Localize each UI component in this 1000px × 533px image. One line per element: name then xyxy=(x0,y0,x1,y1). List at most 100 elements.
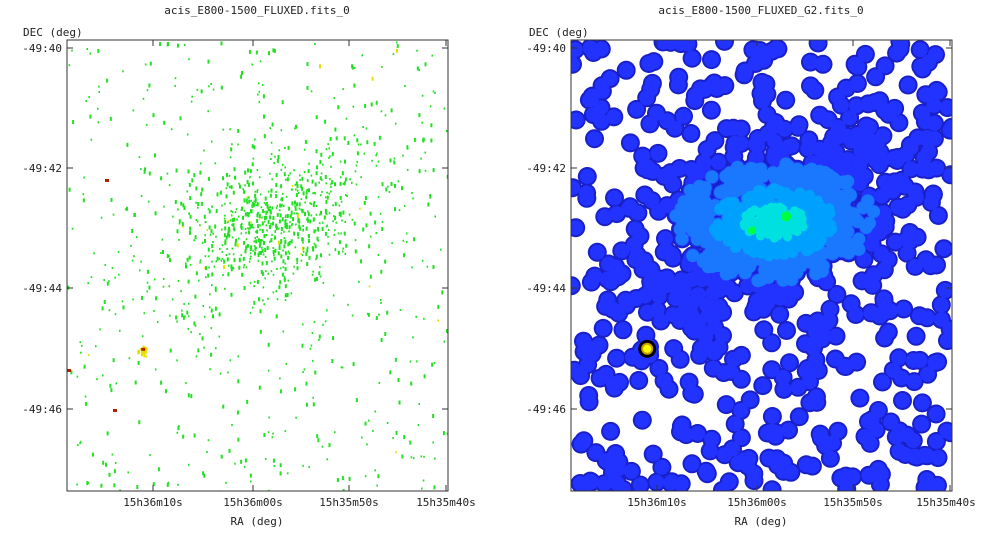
smoothed-blob xyxy=(663,165,679,181)
event-pixel xyxy=(402,154,404,157)
event-pixel xyxy=(429,194,432,199)
event-pixel xyxy=(325,196,327,199)
event-pixel xyxy=(309,347,312,350)
event-pixel xyxy=(223,259,226,264)
event-pixel xyxy=(228,253,231,256)
event-pixel xyxy=(131,259,134,262)
smoothed-blob xyxy=(606,109,622,125)
event-pixel xyxy=(266,204,269,209)
event-pixel xyxy=(314,277,317,282)
event-pixel xyxy=(139,348,142,351)
event-pixel xyxy=(351,314,354,317)
smoothed-blob xyxy=(845,469,861,485)
smoothed-blob xyxy=(940,333,952,349)
smoothed-blob xyxy=(645,446,661,462)
smoothed-blob xyxy=(589,244,605,260)
event-pixel xyxy=(302,464,304,467)
event-pixel xyxy=(207,110,209,113)
event-pixel xyxy=(434,457,436,460)
event-pixel xyxy=(432,414,435,418)
event-pixel xyxy=(258,82,260,85)
event-pixel xyxy=(193,173,196,178)
event-pixel xyxy=(318,222,321,225)
smoothed-mid xyxy=(867,205,881,219)
event-pixel xyxy=(343,181,346,186)
event-pixel xyxy=(72,120,75,124)
event-pixel xyxy=(215,260,217,263)
event-pixel xyxy=(275,223,278,228)
smoothed-blob xyxy=(914,105,930,121)
smoothed-blob xyxy=(880,252,896,268)
event-pixel xyxy=(327,143,329,146)
event-pixel xyxy=(146,281,149,284)
event-pixel xyxy=(230,147,233,152)
event-pixel xyxy=(367,312,370,317)
smoothed-blob xyxy=(820,112,836,128)
event-pixel xyxy=(332,220,334,223)
event-pixel xyxy=(223,265,226,269)
event-pixel xyxy=(334,216,336,221)
event-pixel xyxy=(162,277,165,280)
smoothed-blob xyxy=(902,225,918,240)
event-pixel xyxy=(237,379,240,384)
event-pixel xyxy=(356,160,359,163)
smoothed-blob xyxy=(918,252,934,268)
event-pixel xyxy=(319,275,322,278)
event-pixel xyxy=(424,169,427,172)
event-pixel xyxy=(418,69,421,71)
event-pixel xyxy=(339,211,342,216)
event-pixel xyxy=(148,83,151,88)
event-pixel xyxy=(363,200,366,205)
event-pixel xyxy=(252,181,254,186)
event-pixel xyxy=(212,88,215,91)
smoothed-blob xyxy=(905,433,921,449)
event-pixel xyxy=(370,102,373,107)
event-pixel xyxy=(237,143,239,146)
event-pixel xyxy=(311,359,314,362)
event-pixel xyxy=(309,219,312,224)
smoothed-blob xyxy=(748,299,764,315)
event-pixel xyxy=(220,259,222,262)
smoothed-blob xyxy=(868,69,884,85)
event-pixel xyxy=(243,286,246,290)
event-pixel xyxy=(287,250,290,253)
event-pixel xyxy=(257,238,260,243)
smoothed-high xyxy=(799,192,811,204)
event-pixel xyxy=(329,137,332,141)
event-pixel xyxy=(295,124,297,129)
event-pixel xyxy=(369,211,372,216)
event-pixel xyxy=(284,293,287,298)
event-pixel xyxy=(434,92,436,94)
event-pixel xyxy=(348,213,351,216)
event-pixel xyxy=(233,227,236,232)
smoothed-blob xyxy=(576,344,592,360)
event-pixel xyxy=(384,259,387,264)
event-pixel xyxy=(176,229,179,234)
event-pixel xyxy=(285,178,287,181)
event-pixel xyxy=(412,197,414,200)
smoothed-high xyxy=(812,195,824,207)
event-pixel xyxy=(189,263,192,266)
event-pixel xyxy=(274,155,276,158)
smoothed-blob xyxy=(571,220,584,236)
event-pixel xyxy=(315,254,318,259)
event-pixel xyxy=(112,358,115,363)
event-pixel xyxy=(281,272,284,277)
smoothed-blob xyxy=(683,126,699,141)
event-pixel xyxy=(222,274,224,276)
event-pixel xyxy=(248,221,251,226)
event-pixel xyxy=(282,205,285,207)
event-pixel xyxy=(261,261,264,266)
event-pixel xyxy=(203,473,206,478)
event-pixel xyxy=(312,402,315,407)
event-pixel xyxy=(360,259,362,264)
event-pixel xyxy=(258,90,261,93)
event-pixel xyxy=(245,238,248,241)
event-pixel xyxy=(290,292,293,295)
smoothed-blob xyxy=(852,390,868,406)
event-pixel xyxy=(282,192,284,195)
event-pixel xyxy=(320,194,322,197)
event-pixel xyxy=(286,214,289,218)
event-pixel xyxy=(270,238,273,243)
event-pixel xyxy=(311,179,314,184)
